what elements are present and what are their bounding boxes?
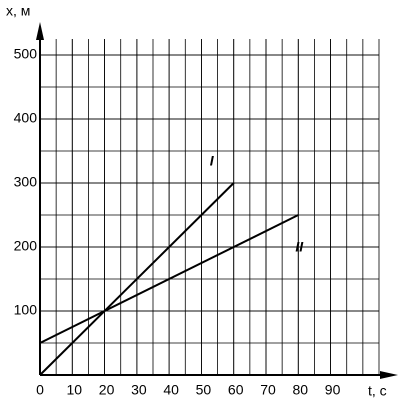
y-tick-label: 300 (14, 174, 38, 190)
y-tick-label: 400 (14, 110, 38, 126)
y-axis-label: x, м (6, 3, 30, 19)
series-label: I (210, 153, 215, 169)
series-line (39, 214, 299, 344)
x-tick-label: 70 (260, 382, 276, 398)
x-tick-label: 50 (196, 382, 212, 398)
x-tick-label: 90 (325, 382, 341, 398)
x-tick-label: 10 (66, 382, 82, 398)
x-tick-label: 0 (36, 382, 44, 398)
y-tick-label: 200 (14, 238, 38, 254)
x-tick-label: 80 (292, 382, 308, 398)
x-axis-arrow (380, 371, 398, 379)
x-tick-label: 20 (99, 382, 115, 398)
series-line (39, 182, 235, 376)
y-tick-label: 500 (14, 46, 38, 62)
x-tick-label: 30 (131, 382, 147, 398)
x-tick-label: 60 (228, 382, 244, 398)
y-axis-arrow (36, 22, 44, 40)
y-tick-label: 100 (14, 302, 38, 318)
x-tick-label: 40 (163, 382, 179, 398)
x-axis-label: t, c (368, 383, 387, 399)
series-label: II (295, 239, 304, 255)
